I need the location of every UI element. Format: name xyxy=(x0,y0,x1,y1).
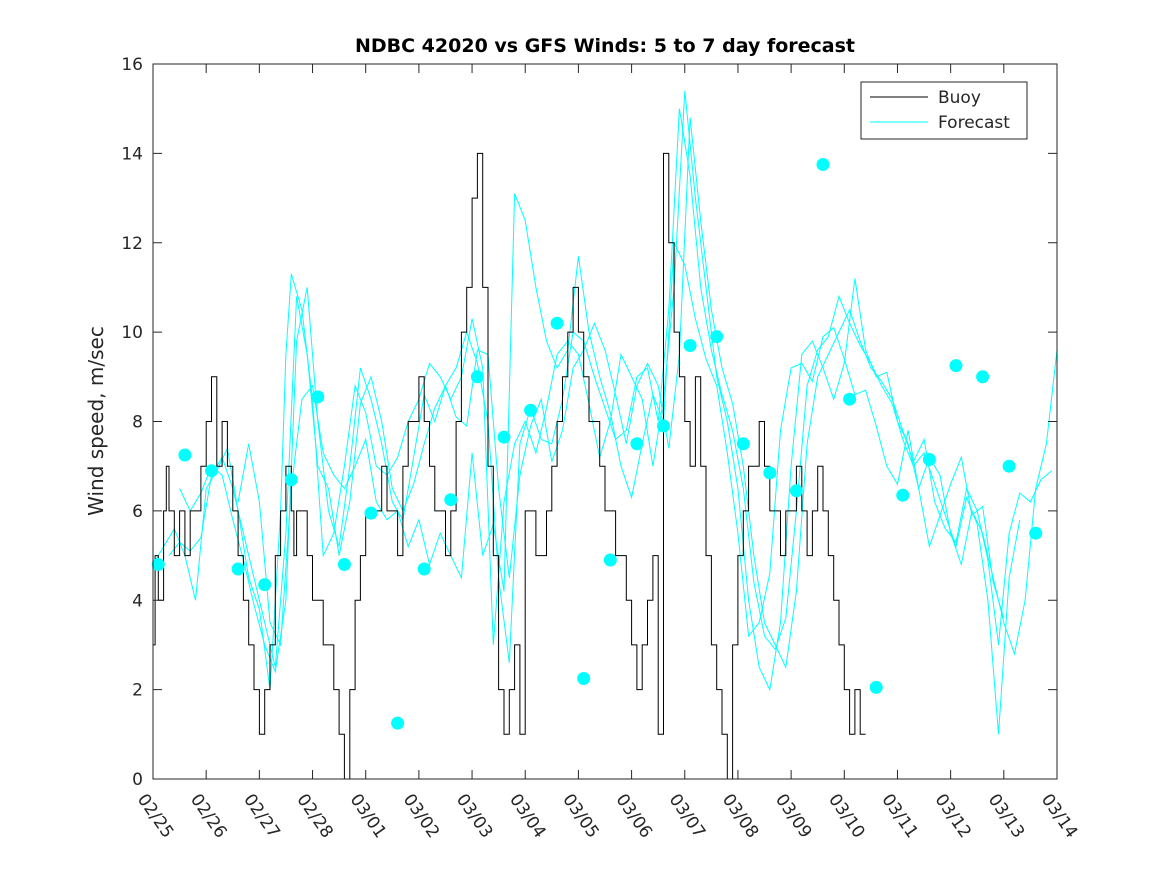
plot-area xyxy=(153,64,1057,779)
forecast-line-3 xyxy=(179,108,1021,735)
forecast-marker xyxy=(603,553,617,567)
legend-label-buoy: Buoy xyxy=(938,88,981,108)
forecast-marker xyxy=(1029,526,1043,540)
forecast-marker xyxy=(311,390,325,404)
forecast-marker xyxy=(337,558,351,571)
forecast-marker xyxy=(922,453,936,466)
forecast-marker xyxy=(258,578,272,592)
forecast-marker xyxy=(896,488,910,502)
forecast-marker xyxy=(417,562,431,576)
y-tick-label: 0 xyxy=(132,770,143,790)
forecast-line-2 xyxy=(168,117,1053,670)
forecast-marker xyxy=(843,392,857,406)
forecast-marker xyxy=(550,316,564,330)
forecast-marker xyxy=(710,330,724,344)
y-tick-label: 10 xyxy=(121,323,143,343)
forecast-marker xyxy=(231,562,245,576)
forecast-marker xyxy=(524,403,538,417)
y-tick-label: 14 xyxy=(121,144,143,164)
series-layer xyxy=(152,90,1058,780)
y-axis-label: Wind speed, m/sec xyxy=(84,326,108,516)
forecast-marker xyxy=(470,370,484,384)
y-tick-label: 12 xyxy=(121,234,143,254)
y-tick-label: 2 xyxy=(132,681,143,701)
forecast-marker xyxy=(205,464,218,478)
forecast-marker xyxy=(816,158,830,171)
forecast-marker xyxy=(869,680,883,694)
legend-label-forecast: Forecast xyxy=(938,113,1010,133)
y-tick-label: 4 xyxy=(132,591,143,611)
legend-box xyxy=(860,81,1028,140)
chart-title: NDBC 42020 vs GFS Winds: 5 to 7 day fore… xyxy=(355,35,855,57)
forecast-marker xyxy=(577,672,591,685)
legend: Buoy Forecast xyxy=(860,81,1028,140)
forecast-marker xyxy=(364,506,378,520)
forecast-marker xyxy=(949,359,963,373)
forecast-marker xyxy=(497,430,511,444)
forecast-marker xyxy=(763,466,777,480)
y-tick-label: 6 xyxy=(132,502,143,522)
forecast-marker xyxy=(657,419,670,433)
forecast-marker xyxy=(683,339,697,352)
marker-layer xyxy=(151,158,1043,730)
forecast-line-4 xyxy=(237,193,1005,647)
forecast-marker xyxy=(1002,459,1016,473)
forecast-marker xyxy=(736,437,750,451)
y-tick-label: 8 xyxy=(132,413,143,433)
buoy-line xyxy=(153,152,866,780)
forecast-marker xyxy=(284,473,298,487)
forecast-marker xyxy=(444,493,458,507)
forecast-marker xyxy=(630,437,644,451)
forecast-marker xyxy=(151,558,165,571)
forecast-marker xyxy=(391,716,405,730)
forecast-marker xyxy=(976,370,990,384)
forecast-marker xyxy=(178,448,192,462)
forecast-marker xyxy=(789,484,803,498)
y-tick-label: 16 xyxy=(121,55,143,75)
